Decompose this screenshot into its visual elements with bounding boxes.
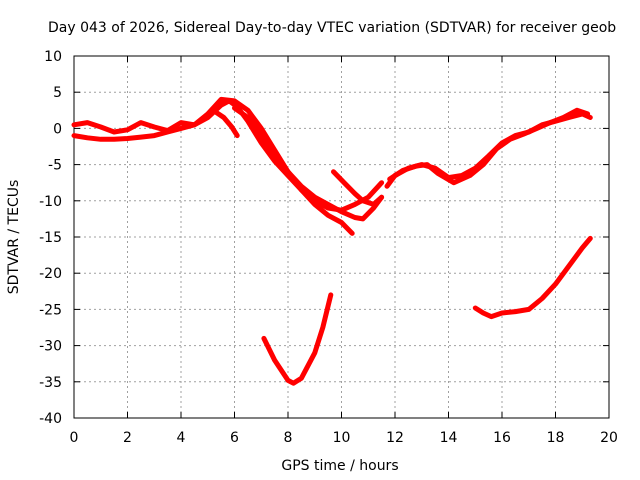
- grid: [74, 56, 609, 418]
- y-tick-label: -15: [39, 230, 62, 246]
- series-trace-5: [261, 292, 334, 386]
- x-tick-label: 2: [123, 430, 132, 446]
- x-tick-labels: 0 2 4 6 8 10 12 14 16 18 20: [70, 430, 618, 446]
- x-tick-label: 18: [547, 430, 565, 446]
- y-tick-label: 10: [44, 49, 62, 65]
- x-tick-label: 8: [284, 430, 293, 446]
- chart-title: Day 043 of 2026, Sidereal Day-to-day VTE…: [48, 20, 616, 36]
- series-trace-1: [71, 98, 385, 213]
- y-tick-label: 5: [53, 85, 62, 101]
- y-tick-label: -10: [39, 194, 62, 210]
- series-trace-6: [331, 169, 385, 207]
- y-tick-label: -25: [39, 302, 62, 318]
- series-trace-8: [387, 107, 591, 186]
- series-trace-2: [71, 96, 355, 236]
- y-tick-label: -30: [39, 339, 62, 355]
- data-series: [71, 96, 593, 386]
- y-axis-label: SDTVAR / TECUs: [6, 180, 22, 295]
- y-tick-label: -5: [48, 158, 62, 174]
- x-tick-label: 12: [386, 430, 404, 446]
- series-trace-7: [384, 111, 593, 189]
- y-tick-label: -35: [39, 375, 62, 391]
- y-tick-label: 0: [53, 121, 62, 137]
- y-tick-label: -20: [39, 266, 62, 282]
- series-trace-9: [472, 235, 593, 320]
- x-tick-label: 4: [177, 430, 186, 446]
- x-axis-label: GPS time / hours: [281, 458, 398, 474]
- series-trace-3: [232, 105, 385, 222]
- x-tick-label: 16: [493, 430, 511, 446]
- x-tick-label: 10: [333, 430, 351, 446]
- y-tick-label: -40: [39, 411, 62, 427]
- plot-frame: [73, 55, 610, 419]
- x-tick-label: 6: [230, 430, 239, 446]
- x-tick-label: 20: [600, 430, 618, 446]
- series-trace-4: [210, 107, 240, 139]
- x-tick-label: 14: [440, 430, 458, 446]
- x-tick-label: 0: [70, 430, 79, 446]
- y-tick-labels: 10 5 0 -5 -10 -15 -20 -25 -30 -35 -40: [39, 49, 62, 427]
